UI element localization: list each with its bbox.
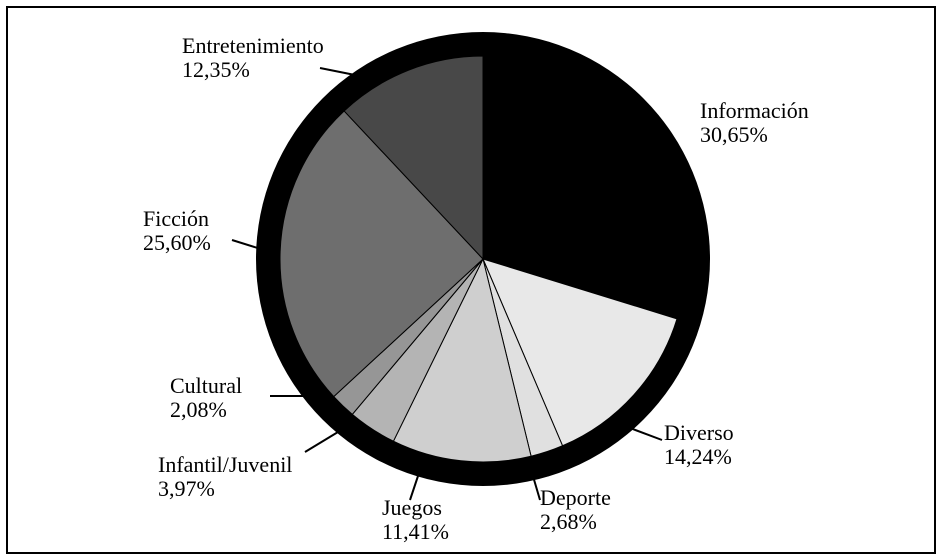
leader-line: [529, 465, 541, 501]
pie-slice-entretenimiento: [343, 55, 484, 261]
slice-label: Ficción: [143, 206, 209, 231]
pie-slice-ficci-n: [279, 110, 484, 398]
leader-line: [629, 427, 663, 441]
leader-line: [319, 67, 361, 77]
pie-slices: [279, 55, 687, 463]
slice-value-label: 2,08%: [170, 397, 227, 422]
pie-slice-diverso: [482, 258, 678, 447]
leader-line: [304, 431, 339, 453]
leader-lines: [231, 67, 663, 501]
slice-label: Entretenimiento: [182, 33, 324, 58]
slice-value-label: 3,97%: [158, 476, 215, 501]
slice-label: Diverso: [664, 420, 734, 445]
slice-value-label: 2,68%: [540, 509, 597, 534]
slice-value-label: 11,41%: [382, 519, 449, 544]
slice-label: Deporte: [540, 485, 611, 510]
leader-line: [231, 239, 265, 251]
slice-label: Información: [700, 98, 809, 123]
slice-value-label: 25,60%: [143, 230, 211, 255]
slice-value-label: 12,35%: [182, 57, 250, 82]
slice-value-label: 30,65%: [700, 122, 768, 147]
slice-label: Infantil/Juvenil: [158, 452, 292, 477]
slice-label: Cultural: [170, 373, 242, 398]
pie-slice-informaci-n: [482, 55, 687, 320]
slice-label: Juegos: [382, 495, 442, 520]
leader-line: [409, 469, 421, 501]
pie-slice-juegos: [392, 257, 532, 463]
slice-value-label: 14,24%: [664, 444, 732, 469]
